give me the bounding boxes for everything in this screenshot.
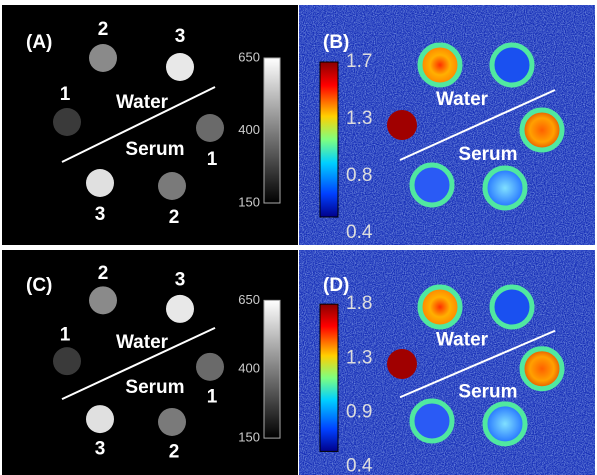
vial-number: 1 <box>207 149 218 170</box>
colorbar <box>264 300 280 438</box>
colorbar-tick: 1.7 <box>346 51 372 72</box>
colorbar-tick: 650 <box>238 49 260 64</box>
vial <box>86 405 114 433</box>
vial <box>420 287 460 327</box>
vial <box>387 110 417 140</box>
water-label: Water <box>116 92 169 113</box>
figure: 1 2 3 1 3 2 Water Serum 650 400 150 (A) Water Serum 1.… <box>0 0 597 475</box>
vial-number: 1 <box>60 84 71 105</box>
vial <box>86 169 114 197</box>
vial-number: 2 <box>169 207 180 228</box>
colorbar-tick: 400 <box>238 122 260 137</box>
vial <box>485 404 525 444</box>
vial <box>196 114 224 142</box>
vial <box>158 408 186 436</box>
vial <box>492 45 532 85</box>
serum-label: Serum <box>125 377 184 398</box>
colorbar <box>320 62 338 217</box>
serum-label: Serum <box>125 139 184 160</box>
vial <box>166 295 194 323</box>
water-label: Water <box>436 89 489 110</box>
vial <box>492 287 532 327</box>
vial <box>387 349 417 379</box>
vial-number: 3 <box>175 26 186 47</box>
serum-label: Serum <box>458 144 517 165</box>
colorbar-tick: 150 <box>238 194 260 209</box>
colorbar <box>264 58 280 203</box>
colorbar-tick: 0.9 <box>346 401 372 422</box>
vial <box>196 353 224 381</box>
vial <box>166 53 194 81</box>
vial-number: 3 <box>95 204 106 225</box>
vial <box>89 44 117 72</box>
colorbar-tick: 150 <box>238 430 260 445</box>
water-label: Water <box>116 332 169 353</box>
colorbar-tick: 0.4 <box>346 222 373 243</box>
panel-label: (A) <box>26 32 52 53</box>
colorbar-tick: 1.3 <box>346 347 372 368</box>
vial-number: 3 <box>175 269 186 290</box>
colorbar-tick: 1.8 <box>346 293 372 314</box>
colorbar-tick: 0.4 <box>346 456 373 475</box>
vial <box>420 45 460 85</box>
vial <box>53 347 81 375</box>
vial <box>53 108 81 136</box>
vial <box>522 349 562 389</box>
vial-number: 2 <box>98 263 109 284</box>
vial-number: 2 <box>98 19 109 40</box>
vial <box>485 168 525 208</box>
colorbar-tick: 0.8 <box>346 165 372 186</box>
panel-label: (C) <box>26 275 52 296</box>
colorbar <box>320 304 338 451</box>
water-label: Water <box>436 329 489 350</box>
panel-label: (B) <box>323 32 349 53</box>
colorbar-tick: 650 <box>238 292 260 307</box>
vial-number: 1 <box>60 325 71 346</box>
vial <box>522 110 562 150</box>
vial-number: 1 <box>207 386 218 407</box>
vial <box>412 165 452 205</box>
vial-number: 2 <box>169 441 180 462</box>
vial <box>412 401 452 441</box>
serum-label: Serum <box>458 382 517 403</box>
colorbar-tick: 1.3 <box>346 108 372 129</box>
vial <box>89 286 117 314</box>
vial-number: 3 <box>95 439 106 460</box>
vial <box>158 172 186 200</box>
panel-label: (D) <box>323 275 349 296</box>
colorbar-tick: 400 <box>238 361 260 376</box>
